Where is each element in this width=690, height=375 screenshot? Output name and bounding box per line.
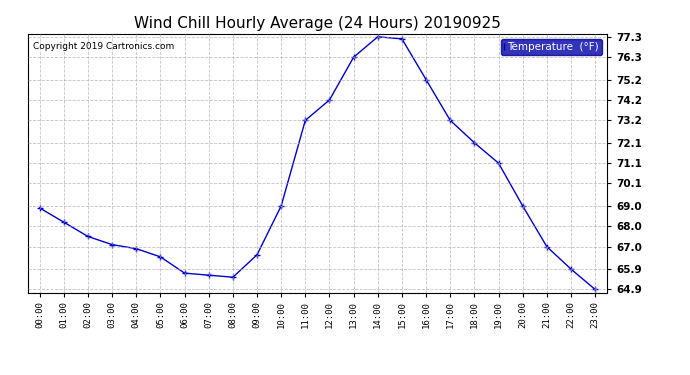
Legend: Temperature  (°F): Temperature (°F): [501, 39, 602, 55]
Text: Copyright 2019 Cartronics.com: Copyright 2019 Cartronics.com: [33, 42, 175, 51]
Title: Wind Chill Hourly Average (24 Hours) 20190925: Wind Chill Hourly Average (24 Hours) 201…: [134, 16, 501, 31]
